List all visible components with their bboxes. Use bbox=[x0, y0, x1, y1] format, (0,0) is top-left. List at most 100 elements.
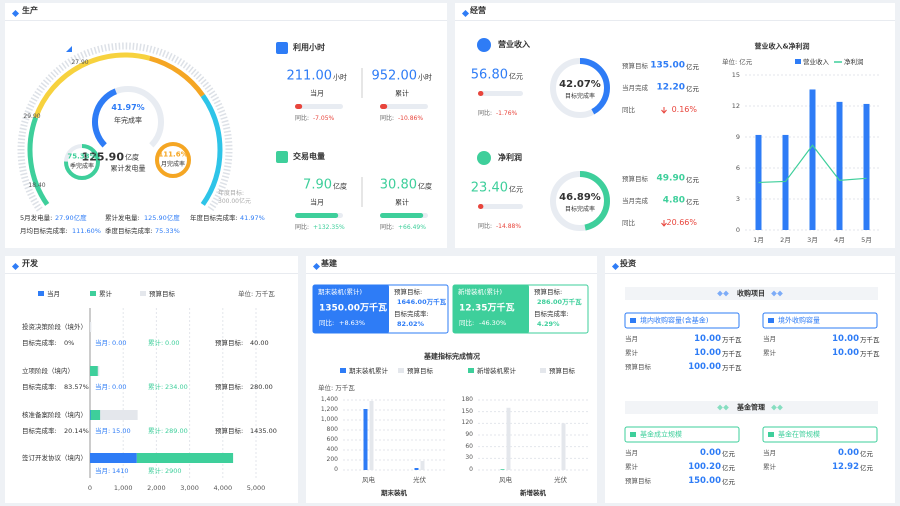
metric-value: 952.00 bbox=[371, 68, 418, 84]
year-arc bbox=[92, 88, 118, 148]
legend-swatch bbox=[540, 368, 546, 373]
gauge-band bbox=[33, 52, 151, 119]
card-title: 期末装机(累计) bbox=[318, 287, 363, 296]
legend-swatch bbox=[398, 368, 404, 373]
x-tick-label: 4,000 bbox=[213, 483, 233, 492]
unit-label: 单位: 亿元 bbox=[722, 57, 753, 66]
row-label: 签订开发协议（境内） bbox=[22, 453, 87, 462]
yoy-label: 同比: bbox=[459, 318, 475, 327]
rate-value: 20.14% bbox=[64, 426, 89, 435]
y-tick-label: 3 bbox=[735, 194, 740, 203]
ornament bbox=[777, 290, 783, 297]
list-value: 12.20 bbox=[656, 82, 685, 93]
list-value: 49.90 bbox=[656, 173, 685, 184]
y-tick-label: 30 bbox=[465, 454, 473, 462]
metric-name: 累计 bbox=[395, 198, 409, 207]
unit: 万千瓦 bbox=[860, 349, 880, 358]
yoy-label: 同比: bbox=[295, 224, 310, 231]
panel-title: 开发 bbox=[22, 259, 38, 268]
card-title: 净利润 bbox=[498, 153, 522, 162]
row-label: 累计: bbox=[148, 466, 164, 475]
row-label: 当月: bbox=[95, 338, 111, 347]
box-icon bbox=[768, 432, 774, 437]
stat-value: 27.90亿度 bbox=[55, 213, 87, 222]
box-header bbox=[762, 312, 878, 329]
axis-title: 期末装机 bbox=[381, 488, 407, 497]
card-value: 1350.00万千瓦 bbox=[319, 303, 387, 314]
rate-value: 4.29% bbox=[537, 319, 560, 328]
row-label: 累计 bbox=[625, 462, 638, 471]
legend-swatch bbox=[90, 291, 96, 296]
y-tick-label: 60 bbox=[465, 442, 473, 450]
progress-track bbox=[478, 91, 523, 96]
rate-label: 目标完成率: bbox=[22, 382, 57, 391]
row-label: 当月: bbox=[95, 382, 111, 391]
row-label: 累计 bbox=[625, 348, 638, 357]
y-tick-label: 180 bbox=[461, 396, 473, 403]
progress-track bbox=[478, 204, 523, 209]
down-arrow bbox=[661, 107, 667, 114]
row-value: 234.00 bbox=[165, 382, 188, 391]
budget-label: 预算目标: bbox=[534, 287, 563, 296]
metric-name: 累计 bbox=[395, 89, 409, 98]
row-label: 累计 bbox=[763, 462, 776, 471]
section-title: 收购项目 bbox=[737, 289, 765, 298]
ring-value bbox=[550, 171, 610, 231]
unit: 亿度 bbox=[125, 153, 139, 162]
legend-label: 预算目标 bbox=[407, 366, 433, 375]
budget-value: 286.00万千瓦 bbox=[537, 297, 582, 306]
row-value: 150.00 bbox=[688, 475, 721, 486]
row-label: 预算目标 bbox=[625, 476, 651, 485]
bar bbox=[136, 453, 234, 463]
box-title: 基金在管规模 bbox=[778, 430, 820, 439]
legend-swatch bbox=[468, 368, 474, 373]
y-tick-label: 15 bbox=[731, 70, 740, 79]
unit: 亿元 bbox=[686, 197, 699, 206]
unit: 万千瓦 bbox=[722, 335, 742, 344]
row-value: 15.00 bbox=[112, 426, 131, 435]
card-main bbox=[313, 285, 389, 333]
list-label: 当月完成 bbox=[622, 196, 648, 205]
bar bbox=[809, 89, 816, 230]
x-tick-label: 5月 bbox=[861, 235, 872, 244]
progress-fill bbox=[380, 104, 388, 109]
rate-value: 82.02% bbox=[397, 319, 425, 328]
box-icon bbox=[630, 318, 636, 323]
progress-fill bbox=[295, 213, 339, 218]
gauge-band bbox=[148, 55, 205, 97]
icon bbox=[477, 151, 491, 165]
y-tick-label: 1,400 bbox=[320, 396, 338, 403]
stat-label: 年度目标完成率: bbox=[190, 213, 238, 222]
x-tick-label: 1月 bbox=[753, 235, 764, 244]
yoy-label: 同比: bbox=[380, 115, 395, 122]
ornament bbox=[771, 290, 777, 297]
x-tick-label: 4月 bbox=[834, 235, 845, 244]
metric-name: 当月 bbox=[310, 89, 324, 98]
rate-name: 目标完成率 bbox=[564, 93, 596, 100]
progress-fill bbox=[295, 104, 303, 109]
legend-swatch bbox=[140, 291, 146, 296]
panel bbox=[455, 3, 895, 248]
row-label: 立项阶段（境内） bbox=[22, 366, 74, 375]
list-label: 同比 bbox=[622, 218, 635, 227]
list-label: 预算目标 bbox=[622, 61, 648, 70]
unit: 亿度 bbox=[418, 182, 432, 191]
rate-name: 目标完成率 bbox=[564, 206, 596, 213]
rate-value: 83.57% bbox=[64, 382, 89, 391]
gauge-ticks bbox=[17, 42, 233, 212]
list-value: 4.80 bbox=[662, 195, 685, 206]
list-value: 0.16% bbox=[671, 105, 697, 114]
legend-label: 新增装机累计 bbox=[477, 366, 516, 375]
unit: 万千瓦 bbox=[722, 349, 742, 358]
row-value: 0.00 bbox=[112, 338, 127, 347]
section-title: 基金管理 bbox=[737, 403, 765, 412]
row-value: 2900 bbox=[165, 466, 182, 475]
row-value: 1435.00 bbox=[250, 426, 277, 435]
target-label: 年度目标: bbox=[218, 190, 245, 197]
metric-value: 7.90 bbox=[303, 177, 332, 193]
scale-label: 29.90 bbox=[23, 113, 41, 120]
y-tick-label: 600 bbox=[326, 436, 338, 443]
rate-value: 46.89% bbox=[559, 192, 601, 203]
panel-title: 基建 bbox=[321, 259, 337, 268]
unit: 亿元 bbox=[722, 477, 735, 486]
